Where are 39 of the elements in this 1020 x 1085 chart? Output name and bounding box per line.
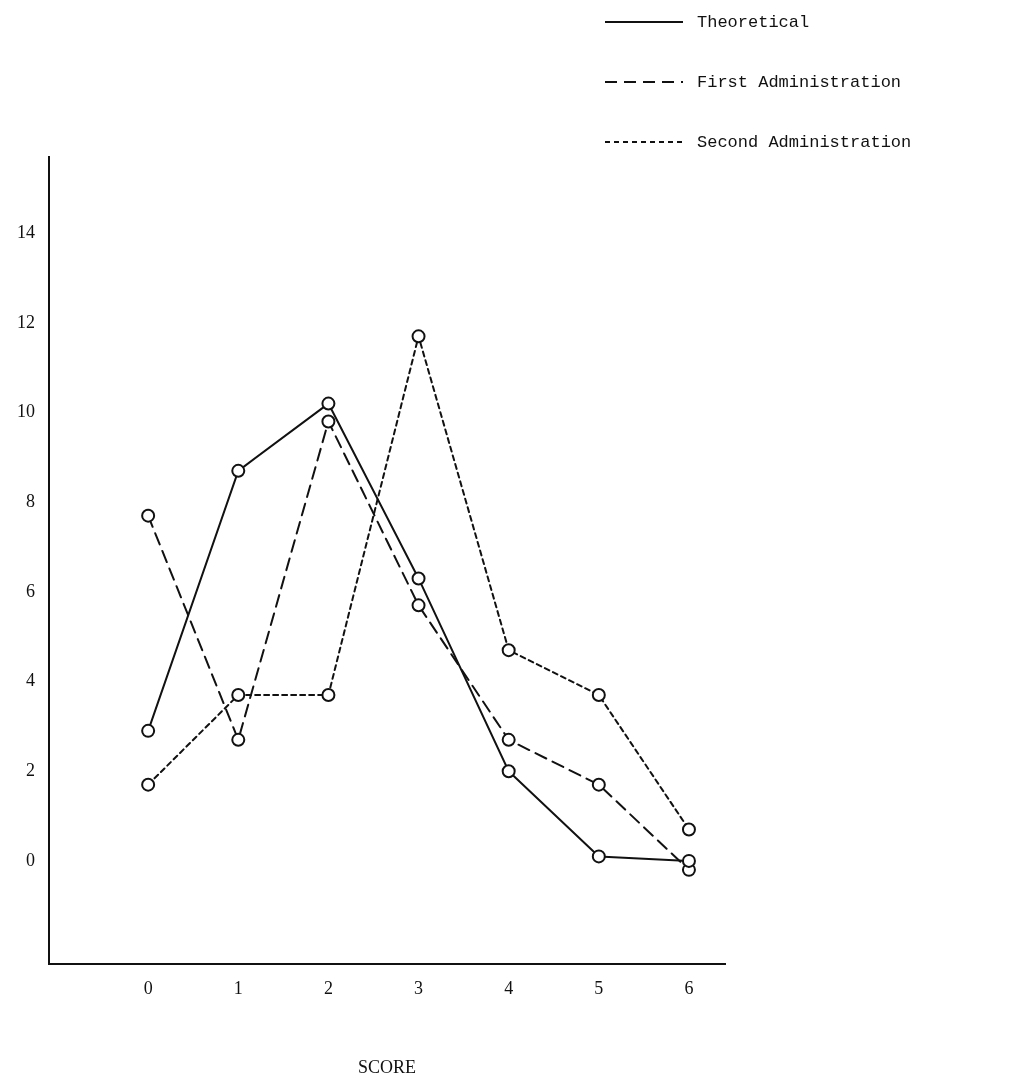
point [321, 396, 336, 411]
x-tick-label: 5 [594, 977, 604, 998]
point [411, 598, 426, 613]
y-tick-label: 10 [17, 401, 35, 422]
legend-label: First Administration [697, 72, 902, 92]
x-tick-label: 0 [143, 977, 153, 998]
x-tick-label: 6 [684, 977, 694, 998]
y-tick-label: 14 [17, 221, 35, 242]
point [141, 777, 156, 792]
point [321, 688, 336, 702]
x-tick-label: 4 [504, 977, 514, 998]
point [501, 732, 516, 747]
y-tick-label: 0 [26, 849, 35, 870]
y-tick-label: 6 [26, 580, 35, 601]
point [231, 732, 246, 747]
y-tick-label: 4 [26, 670, 35, 691]
point [411, 329, 426, 344]
point [591, 688, 606, 702]
point [591, 777, 606, 792]
point [231, 463, 246, 478]
point [321, 414, 336, 429]
point [141, 723, 156, 738]
legend-label: Second Administration [697, 132, 912, 152]
point [591, 849, 606, 864]
point [411, 571, 426, 586]
y-tick-label: 12 [17, 311, 35, 332]
x-axis-title: SCORE [357, 1056, 417, 1077]
point [501, 643, 516, 658]
point [501, 764, 516, 779]
y-tick-label: 8 [26, 490, 35, 511]
x-tick-label: 1 [233, 977, 243, 998]
point [681, 822, 696, 837]
legend-label: Theoretical [697, 12, 810, 32]
x-tick-label: 3 [414, 977, 424, 998]
point [141, 508, 156, 523]
y-tick-label: 2 [26, 759, 35, 780]
x-tick-label: 2 [323, 977, 333, 998]
point [231, 688, 246, 702]
point [681, 853, 696, 868]
